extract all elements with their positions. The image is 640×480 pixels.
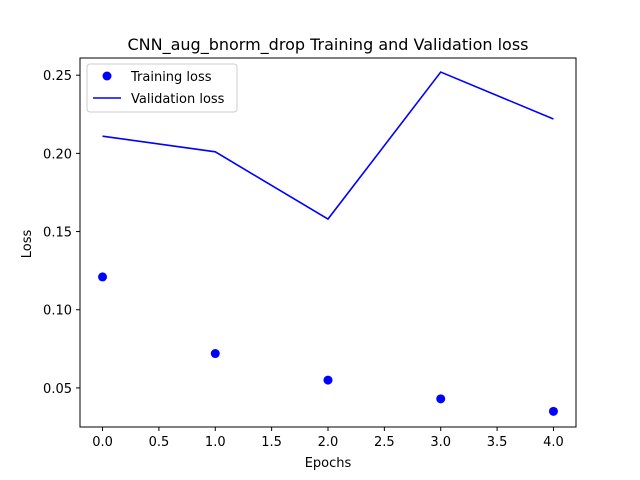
y-tick-label: 0.20	[43, 147, 72, 162]
training-loss-point	[436, 394, 446, 404]
y-tick-label: 0.10	[43, 304, 72, 319]
plot-area: 0.0 0.5 1.0 1.5 2.0 2.5 3.0 3.5 4.0 0.05 0.10 0.15 0…	[43, 57, 577, 450]
x-tick-label: 0.5	[149, 435, 170, 450]
x-tick-label: 1.5	[261, 435, 282, 450]
legend: Training loss Validation loss	[86, 63, 238, 113]
x-tick-label: 0.0	[92, 435, 113, 450]
legend-training-loss-label: Training loss	[130, 70, 212, 85]
x-tick-label: 4.0	[543, 435, 564, 450]
y-tick-label: 0.25	[43, 69, 72, 84]
validation-loss-line	[102, 71, 554, 221]
x-axis-label: Epochs	[305, 456, 352, 471]
training-loss-point	[98, 272, 108, 282]
training-loss-point	[323, 375, 333, 385]
training-loss-point	[210, 349, 220, 359]
training-loss-point	[548, 406, 558, 416]
legend-validation-loss-label: Validation loss	[131, 92, 225, 107]
x-tick-label: 3.0	[430, 435, 451, 450]
y-axis-label: Loss	[20, 230, 35, 259]
x-tick-label: 1.0	[205, 435, 226, 450]
y-tick-label: 0.15	[43, 226, 72, 241]
legend-training-loss-swatch	[102, 71, 112, 81]
x-tick-label: 2.5	[374, 435, 395, 450]
chart-title: CNN_aug_bnorm_drop Training and Validati…	[128, 35, 529, 55]
x-tick-label: 3.5	[487, 435, 508, 450]
y-tick-label: 0.05	[43, 382, 72, 397]
x-tick-label: 2.0	[318, 435, 339, 450]
legend-box	[86, 63, 238, 113]
